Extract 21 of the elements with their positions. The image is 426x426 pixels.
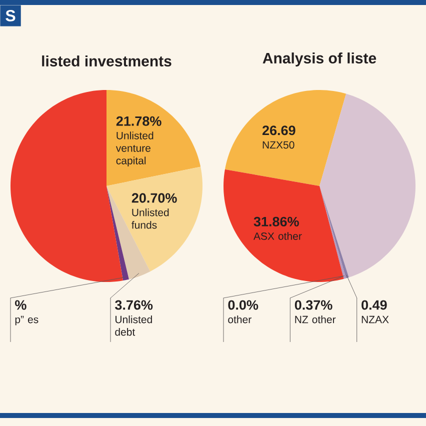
text: S [6,10,16,22]
data-label: 21.78% [116,116,162,126]
data-label: 0.49 [362,300,387,310]
category-label: other [228,316,252,324]
data-label: 31.86% [254,216,299,226]
slice-label: Unlisted venture capital [116,132,154,166]
data-label: 20.70% [132,193,177,203]
text: 0.0% [228,300,258,310]
data-label: % [15,300,26,310]
slice-label: Unlisted debt [115,316,152,336]
slice-label: p” es [15,316,38,326]
chart-title: Analysis of liste [262,52,376,66]
data-label: 0.37% [294,300,332,310]
chart-title: listed investments [42,55,172,66]
data-label: 26.69 [262,126,296,136]
slice-label: NZ other [295,316,336,324]
slice-label: NZAX [362,316,389,324]
slice-label: Unlisted funds [132,208,169,229]
slice-label: ASX other [253,232,302,240]
data-label: 3.76% [115,300,153,310]
slice-label: NZX50 [262,141,294,149]
